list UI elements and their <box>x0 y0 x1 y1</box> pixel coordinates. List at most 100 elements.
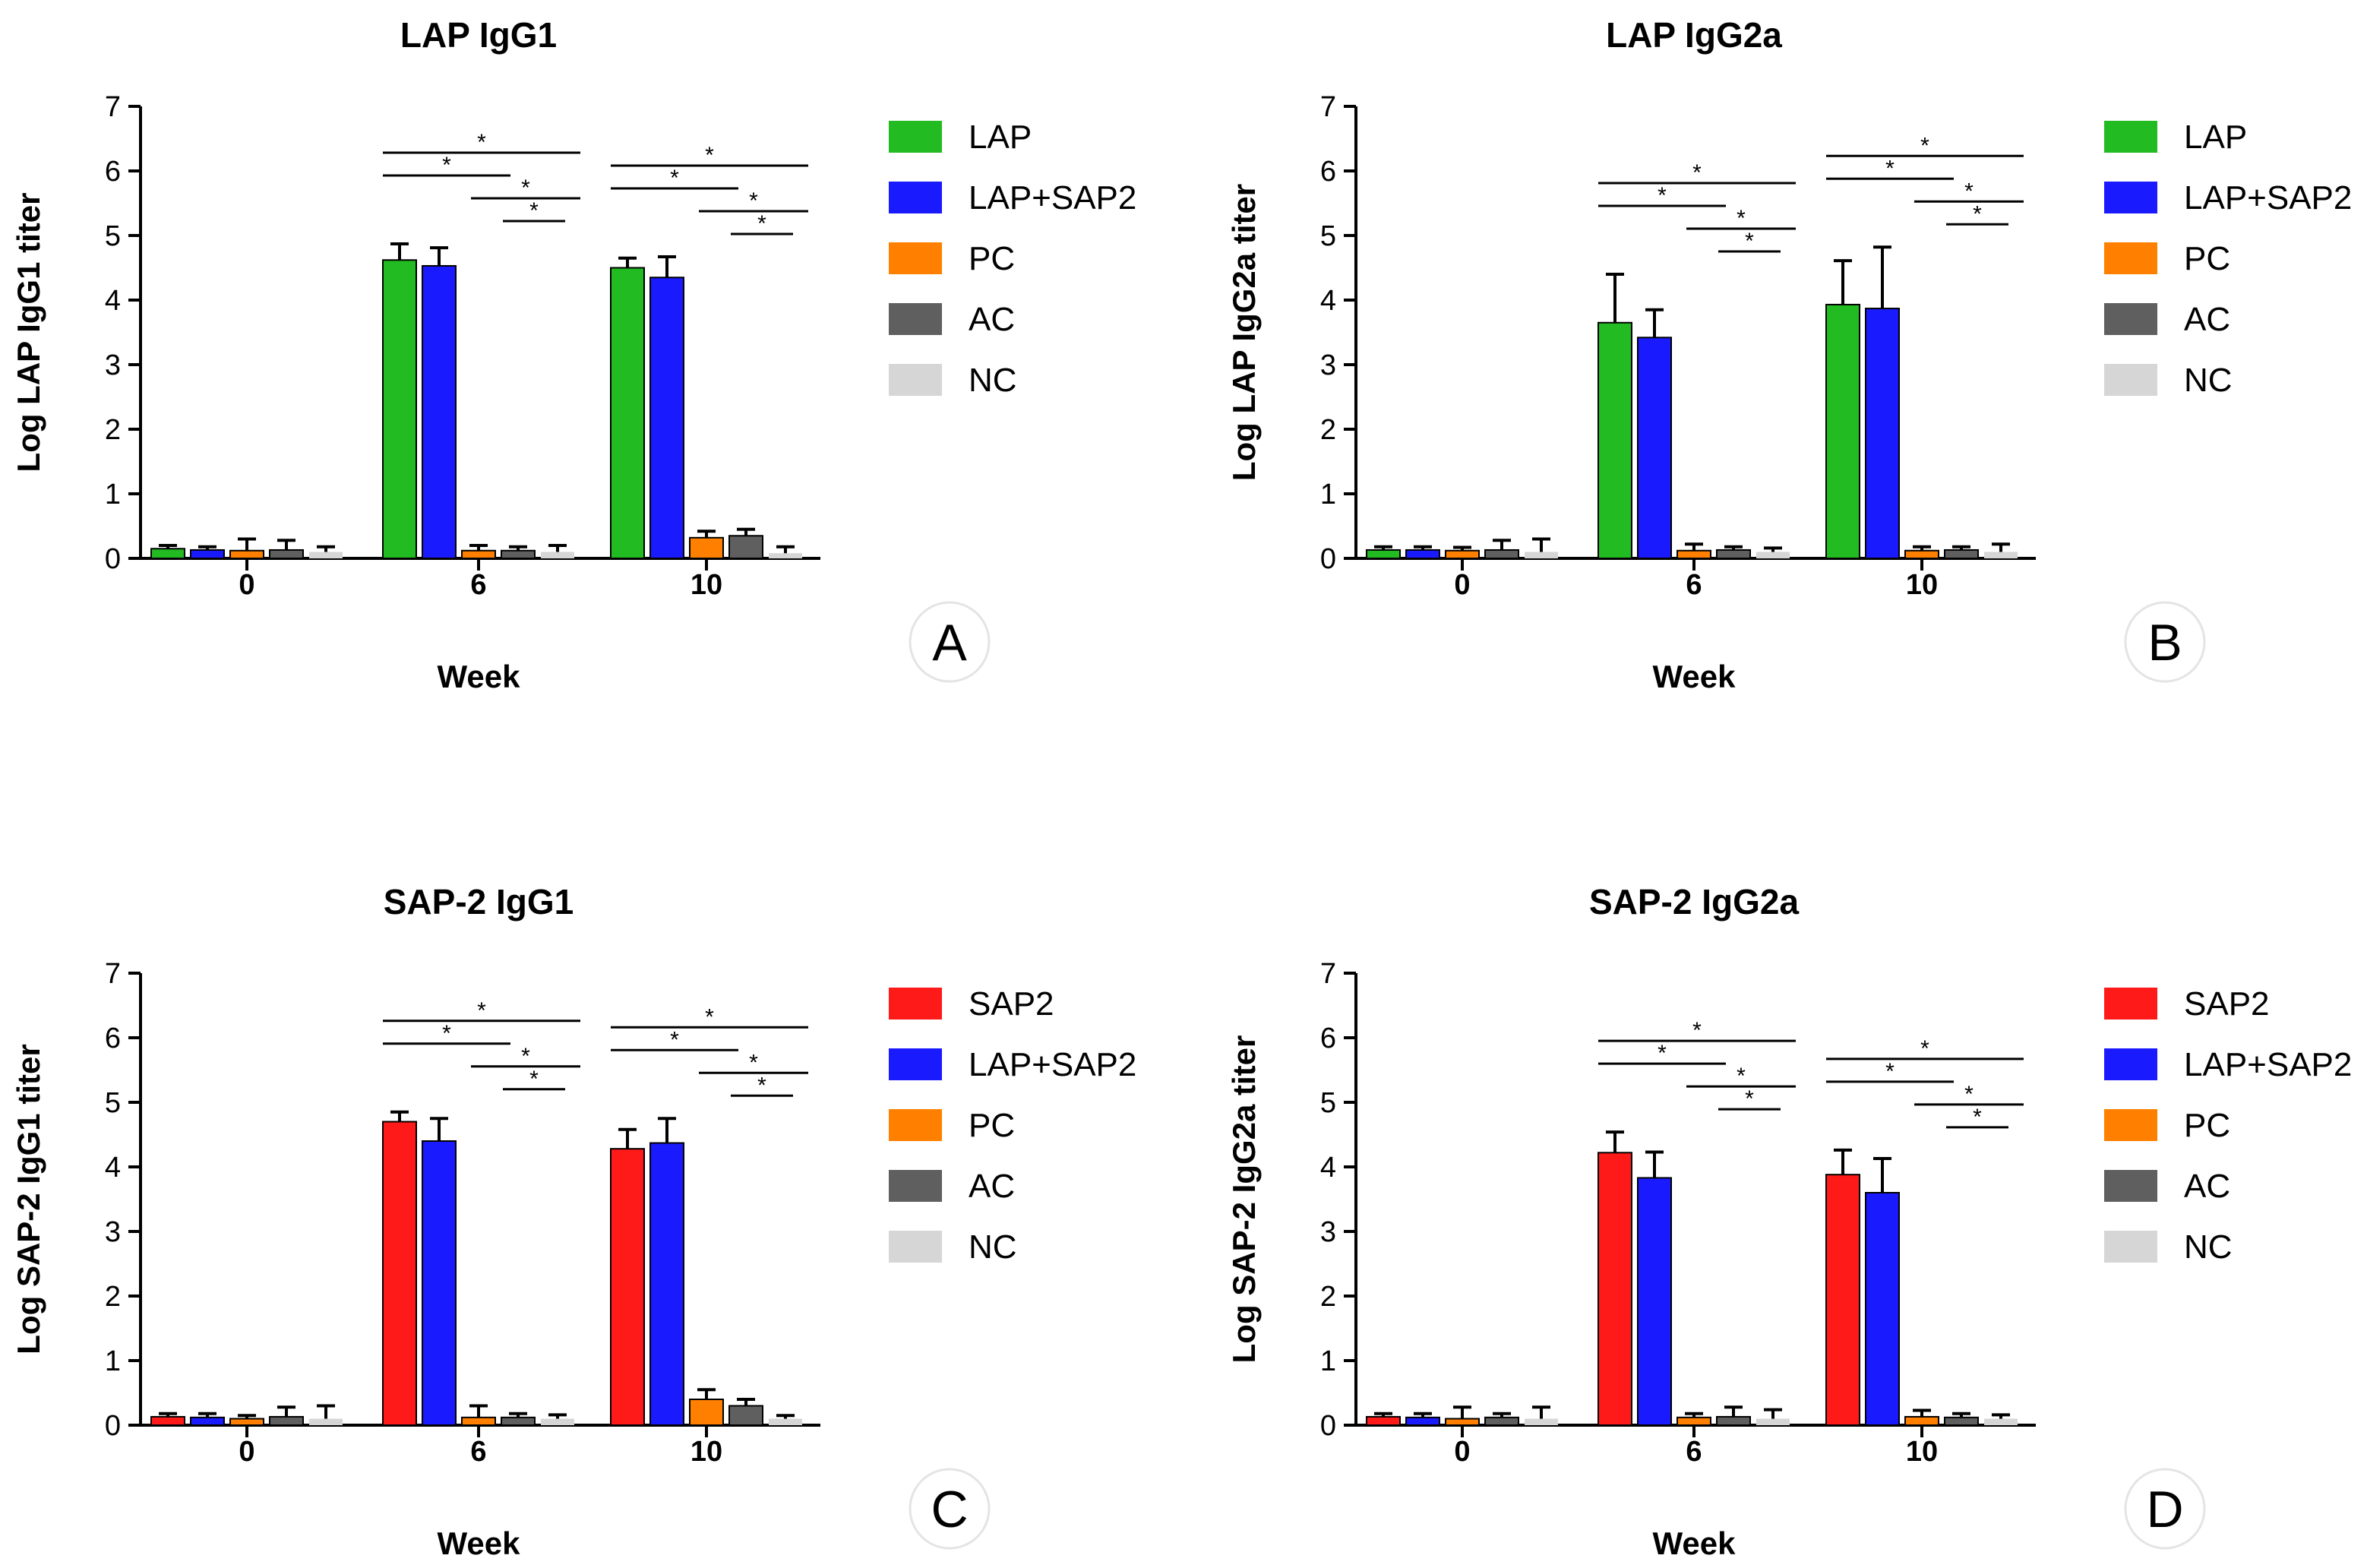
panel-letter: B <box>2147 614 2182 672</box>
bar-lap-sap2-week-10 <box>649 277 684 559</box>
y-tick-label: 7 <box>1320 958 1336 990</box>
significance-star: * <box>757 1073 766 1098</box>
bar-ac-week-10 <box>728 535 763 559</box>
y-tick-label: 1 <box>105 479 121 511</box>
x-tick-label: 0 <box>239 1436 254 1468</box>
y-tick-label: 4 <box>105 1152 121 1184</box>
legend-label: PC <box>2184 1107 2230 1144</box>
y-tick-label: 6 <box>105 1023 121 1054</box>
panel-letter-circle <box>909 601 991 683</box>
y-tick-label: 0 <box>1320 543 1336 575</box>
legend-label: AC <box>2184 1168 2230 1205</box>
significance-star: * <box>670 1027 679 1052</box>
y-tick-label: 4 <box>1320 1152 1336 1184</box>
bar-pc-week-0 <box>1445 549 1480 559</box>
legend-label: SAP2 <box>2184 985 2270 1023</box>
legend-swatch-sap2 <box>889 988 942 1020</box>
significance-star: * <box>1964 179 1974 204</box>
y-axis-label: Log SAP-2 IgG2a titer <box>1226 1035 1262 1364</box>
legend-swatch-ac <box>2104 1170 2157 1202</box>
bar-sap2-week-10 <box>610 1148 645 1426</box>
x-tick-label: 6 <box>1686 569 1702 601</box>
legend-label: LAP <box>969 119 1032 156</box>
legend-swatch-pc <box>2104 242 2157 274</box>
significance-star: * <box>757 211 766 236</box>
bar-pc-week-6 <box>461 549 496 559</box>
y-tick-label: 7 <box>105 958 121 990</box>
legend-label: NC <box>969 362 1017 399</box>
significance-star: * <box>1692 160 1702 185</box>
bar-lap-week-0 <box>150 548 185 559</box>
significance-star: * <box>1920 133 1929 158</box>
legend-swatch-pc <box>889 242 942 274</box>
bar-lap-sap2-week-0 <box>1405 1416 1440 1426</box>
significance-star: * <box>442 1021 451 1046</box>
y-tick-label: 3 <box>1320 1216 1336 1248</box>
bar-nc-week-6 <box>541 552 574 558</box>
y-tick-label: 4 <box>105 285 121 317</box>
chart-title: LAP IgG1 <box>400 15 557 55</box>
legend-label: LAP+SAP2 <box>2184 1046 2352 1083</box>
bar-lap-sap2-week-0 <box>190 1416 225 1426</box>
y-axis-label: Log LAP IgG1 titer <box>11 193 46 473</box>
y-tick-label: 2 <box>1320 414 1336 446</box>
bar-ac-week-0 <box>1484 548 1519 560</box>
x-axis-label: Week <box>438 659 521 694</box>
x-tick-label: 10 <box>1906 1436 1938 1468</box>
significance-star: * <box>477 130 486 155</box>
significance-star: * <box>705 143 714 168</box>
bar-lap-sap2-week-0 <box>1405 548 1440 560</box>
significance-star: * <box>749 188 758 213</box>
bar-pc-week-10 <box>689 536 724 559</box>
y-tick-label: 5 <box>105 1087 121 1119</box>
panel-letter: A <box>932 614 967 672</box>
bar-lap-sap2-week-6 <box>422 264 457 559</box>
x-tick-label: 6 <box>470 1436 486 1468</box>
chart-panel-a: LAP IgG1 0 1 2 3 4 5 6 7 Log LAP IgG1 titer 0 6 10 We… <box>11 15 1136 694</box>
y-tick-label: 2 <box>1320 1281 1336 1313</box>
y-tick-label: 2 <box>105 414 121 446</box>
chart-panel-c: SAP-2 IgG1 0 1 2 3 4 5 6 7 Log SAP-2 IgG1 titer 0 6… <box>11 882 1136 1561</box>
y-tick-label: 7 <box>1320 91 1336 123</box>
legend-swatch-pc <box>889 1109 942 1141</box>
y-tick-label: 7 <box>105 91 121 123</box>
bar-lap-sap2-week-10 <box>1865 1192 1900 1426</box>
legend-label: LAP+SAP2 <box>969 179 1136 217</box>
significance-star: * <box>670 166 679 191</box>
y-tick-label: 1 <box>1320 1345 1336 1377</box>
significance-star: * <box>1920 1036 1929 1061</box>
bar-nc-week-6 <box>1756 552 1790 558</box>
legend-label: NC <box>2184 362 2233 399</box>
legend-label: LAP+SAP2 <box>969 1046 1136 1083</box>
y-tick-label: 4 <box>1320 285 1336 317</box>
x-axis-label: Week <box>1653 1525 1737 1561</box>
panel-letter-circle <box>2124 1468 2206 1550</box>
bar-ac-week-0 <box>269 1415 304 1427</box>
bar-lap-week-0 <box>1366 548 1401 560</box>
bar-nc-week-10 <box>769 1418 802 1425</box>
bar-nc-week-10 <box>769 553 802 558</box>
bar-sap2-week-0 <box>150 1415 185 1427</box>
significance-star: * <box>1658 183 1667 208</box>
y-tick-label: 5 <box>1320 220 1336 252</box>
bar-nc-week-6 <box>1756 1418 1790 1425</box>
legend-swatch-ac <box>2104 303 2157 335</box>
legend-swatch-nc <box>889 364 942 396</box>
panel-letter: C <box>931 1481 968 1538</box>
bar-lap-sap2-week-6 <box>1637 337 1672 559</box>
legend-swatch-lap-sap2 <box>889 182 942 213</box>
x-tick-label: 10 <box>1906 569 1938 601</box>
bar-pc-week-6 <box>461 1416 496 1426</box>
legend-label: NC <box>2184 1228 2233 1266</box>
x-tick-label: 6 <box>470 569 486 601</box>
y-tick-label: 1 <box>105 1345 121 1377</box>
legend-swatch-ac <box>889 303 942 335</box>
bar-lap-week-10 <box>1825 303 1860 559</box>
significance-star: * <box>521 1044 530 1069</box>
chart-panel-d: SAP-2 IgG2a 0 1 2 3 4 5 6 7 Log SAP-2 IgG2a titer… <box>1226 882 2352 1561</box>
legend-label: PC <box>969 1107 1015 1144</box>
chart-title: SAP-2 IgG1 <box>384 882 574 922</box>
bar-pc-week-10 <box>689 1399 724 1426</box>
y-axis-label: Log SAP-2 IgG1 titer <box>11 1044 46 1354</box>
